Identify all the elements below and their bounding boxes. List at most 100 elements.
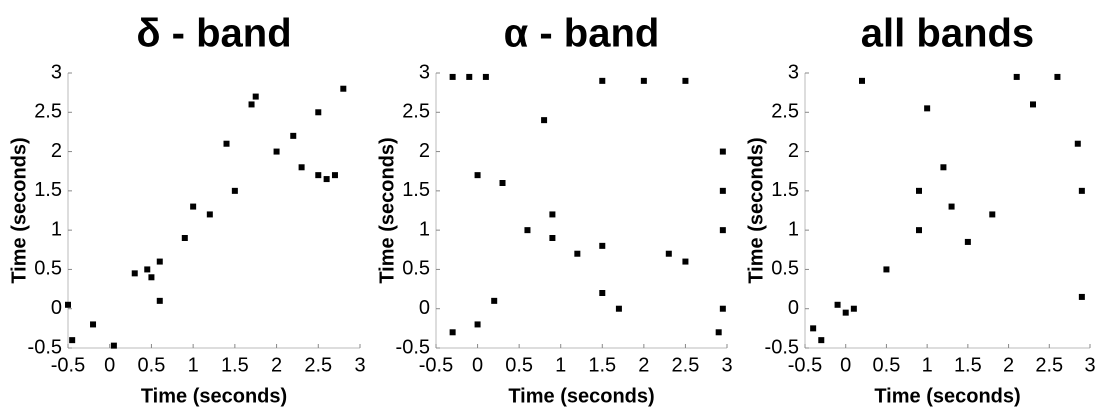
point (144, 266, 151, 273)
y-tick-label: 0.5 (771, 258, 799, 280)
point (916, 187, 922, 194)
point (524, 227, 531, 234)
x-tick-label: -0.5 (51, 354, 85, 376)
point (491, 297, 498, 304)
y-tick-label: 3 (788, 61, 799, 83)
y-tick-label: -0.5 (396, 336, 430, 358)
x-tick-label: 1 (555, 354, 566, 376)
y-tick-label: 2 (51, 140, 62, 162)
point (190, 203, 197, 210)
y-tick-label: 0 (51, 297, 62, 319)
point (1078, 187, 1085, 194)
x-tick-label: 2 (271, 354, 282, 376)
y-tick-label: 2 (788, 140, 799, 162)
y-tick-label: 1.5 (402, 179, 430, 201)
chart-title: all bands (861, 12, 1034, 56)
point (549, 235, 556, 241)
point (298, 164, 305, 171)
point (810, 325, 817, 332)
point (156, 258, 163, 265)
point (181, 235, 188, 241)
y-tick-label: -0.5 (28, 336, 62, 358)
point (818, 337, 825, 344)
point (65, 301, 71, 308)
point (715, 329, 722, 336)
x-axis-label: Time (seconds) (508, 385, 654, 407)
y-tick-label: 1.5 (34, 179, 62, 201)
x-tick-label: -0.5 (788, 354, 822, 376)
y-axis-label: Time (seconds) (8, 137, 30, 283)
point (69, 337, 76, 344)
point (719, 187, 726, 194)
point (156, 297, 163, 304)
x-tick-label: 0 (104, 354, 115, 376)
point (323, 176, 330, 183)
point (331, 172, 338, 179)
point (206, 211, 213, 218)
point (1078, 293, 1085, 300)
point (850, 305, 857, 312)
x-axis-label: Time (seconds) (874, 385, 1020, 407)
chart-title: α - band (504, 12, 660, 56)
point (574, 250, 581, 257)
y-tick-label: 3 (51, 61, 62, 83)
point (315, 109, 322, 116)
x-tick-label: 1 (922, 354, 933, 376)
point (110, 342, 117, 349)
point (719, 305, 726, 312)
y-tick-label: 1.5 (771, 179, 799, 201)
y-tick-label: 2.5 (771, 101, 799, 123)
point (474, 321, 481, 328)
chart-title: δ - band (136, 12, 291, 56)
point (599, 77, 606, 84)
point (549, 211, 556, 218)
point (719, 148, 726, 155)
point (482, 73, 489, 80)
point (131, 270, 138, 277)
point (90, 321, 97, 328)
x-tick-label: 3 (721, 354, 732, 376)
x-tick-label: 0 (840, 354, 851, 376)
point (640, 77, 647, 84)
point (340, 85, 347, 92)
y-tick-label: 2.5 (34, 101, 62, 123)
y-tick-label: 1 (788, 218, 799, 240)
y-tick-label: 0 (419, 297, 430, 319)
point (948, 203, 955, 210)
y-tick-label: -0.5 (765, 336, 799, 358)
y-tick-label: 0.5 (402, 258, 430, 280)
x-tick-label: 3 (354, 354, 365, 376)
point (615, 305, 622, 312)
point (449, 73, 456, 80)
x-tick-label: 0 (472, 354, 483, 376)
point (665, 250, 672, 257)
point (599, 242, 606, 249)
y-tick-label: 1 (419, 218, 430, 240)
y-tick-label: 0.5 (34, 258, 62, 280)
y-tick-label: 0 (788, 297, 799, 319)
x-tick-label: 2.5 (672, 354, 700, 376)
point (883, 266, 890, 273)
x-tick-label: 1.5 (954, 354, 982, 376)
point (231, 187, 238, 194)
point (273, 148, 280, 155)
y-tick-label: 1 (51, 218, 62, 240)
point (964, 238, 971, 245)
point (682, 258, 689, 265)
point (1013, 73, 1020, 80)
point (989, 211, 996, 218)
y-axis-label: Time (seconds) (745, 137, 767, 283)
point (148, 274, 155, 281)
point (466, 73, 473, 80)
x-tick-label: 0.5 (138, 354, 166, 376)
y-axis-label: Time (seconds) (376, 137, 398, 283)
point (1074, 140, 1081, 147)
point (1054, 73, 1061, 80)
x-tick-label: 2.5 (1035, 354, 1063, 376)
y-tick-label: 2 (419, 140, 430, 162)
point (924, 105, 931, 112)
point (449, 329, 456, 336)
point (474, 172, 481, 179)
x-tick-label: 0.5 (873, 354, 901, 376)
